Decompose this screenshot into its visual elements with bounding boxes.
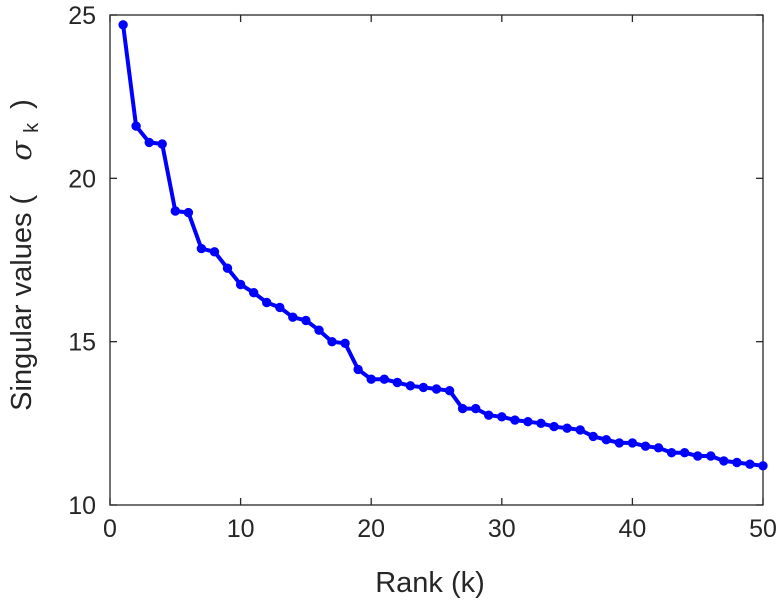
y-tick-label: 25 bbox=[68, 2, 96, 30]
data-point bbox=[157, 139, 167, 149]
data-point bbox=[340, 338, 350, 348]
data-point bbox=[379, 374, 389, 384]
y-axis-label-suffix: ) bbox=[6, 99, 38, 109]
data-point bbox=[144, 137, 154, 148]
series-line bbox=[121, 22, 765, 468]
data-point bbox=[353, 364, 363, 375]
data-point bbox=[327, 337, 337, 347]
x-tick-label: 40 bbox=[618, 515, 646, 543]
data-point bbox=[392, 377, 402, 388]
data-point bbox=[601, 435, 611, 445]
data-point bbox=[719, 456, 729, 466]
data-point bbox=[431, 384, 442, 394]
data-point bbox=[131, 121, 141, 131]
y-axis-label: Singular values ( σ k ) bbox=[4, 99, 45, 411]
y-axis-label-prefix: Singular values ( bbox=[6, 194, 38, 410]
data-point bbox=[457, 403, 468, 414]
data-point bbox=[627, 438, 638, 448]
data-point bbox=[170, 206, 181, 216]
data-point bbox=[732, 457, 742, 468]
data-point bbox=[640, 441, 651, 451]
data-point bbox=[758, 461, 768, 471]
y-tick-labels: 10 15 20 25 bbox=[68, 2, 96, 520]
data-point bbox=[666, 448, 677, 458]
data-point bbox=[275, 302, 285, 313]
y-tick-label: 15 bbox=[68, 329, 96, 357]
x-tick-labels: 0 10 20 30 40 50 bbox=[103, 515, 777, 543]
data-point bbox=[562, 423, 572, 433]
data-point bbox=[523, 417, 533, 427]
data-point bbox=[183, 207, 194, 218]
data-point bbox=[575, 425, 585, 435]
x-axis-label: Rank (k) bbox=[375, 567, 485, 599]
data-point bbox=[745, 459, 755, 469]
x-tick-label: 0 bbox=[103, 515, 117, 543]
data-point bbox=[549, 421, 559, 432]
data-point bbox=[536, 418, 546, 428]
x-tick-label: 50 bbox=[749, 515, 777, 543]
data-point bbox=[679, 448, 690, 458]
data-point bbox=[288, 312, 298, 322]
data-point bbox=[444, 386, 455, 396]
data-point bbox=[314, 325, 324, 335]
data-point bbox=[706, 451, 716, 461]
data-point bbox=[614, 438, 624, 448]
x-tick-label: 20 bbox=[357, 515, 385, 543]
data-point bbox=[118, 20, 128, 30]
plot-area bbox=[109, 14, 768, 506]
data-point bbox=[471, 403, 481, 414]
data-point bbox=[222, 263, 233, 273]
data-point bbox=[484, 410, 494, 420]
data-point bbox=[588, 431, 598, 442]
data-point bbox=[235, 279, 246, 290]
y-axis-label-symbol: σ bbox=[4, 140, 38, 161]
data-point bbox=[209, 247, 220, 257]
data-point bbox=[301, 315, 311, 326]
data-point bbox=[262, 297, 272, 308]
data-point bbox=[418, 382, 429, 393]
data-point bbox=[196, 243, 207, 254]
x-tick-label: 10 bbox=[227, 515, 255, 543]
data-point bbox=[366, 374, 376, 384]
plot-frame bbox=[109, 14, 764, 506]
y-tick-label: 20 bbox=[68, 165, 96, 193]
data-point bbox=[405, 381, 416, 391]
y-axis-label-subscript: k bbox=[21, 122, 43, 133]
data-point bbox=[693, 451, 703, 461]
data-point bbox=[497, 412, 507, 422]
data-point bbox=[653, 443, 664, 453]
x-tick-label: 30 bbox=[488, 515, 516, 543]
y-tick-label: 10 bbox=[68, 492, 96, 520]
data-point bbox=[249, 288, 259, 298]
data-point bbox=[510, 415, 520, 425]
